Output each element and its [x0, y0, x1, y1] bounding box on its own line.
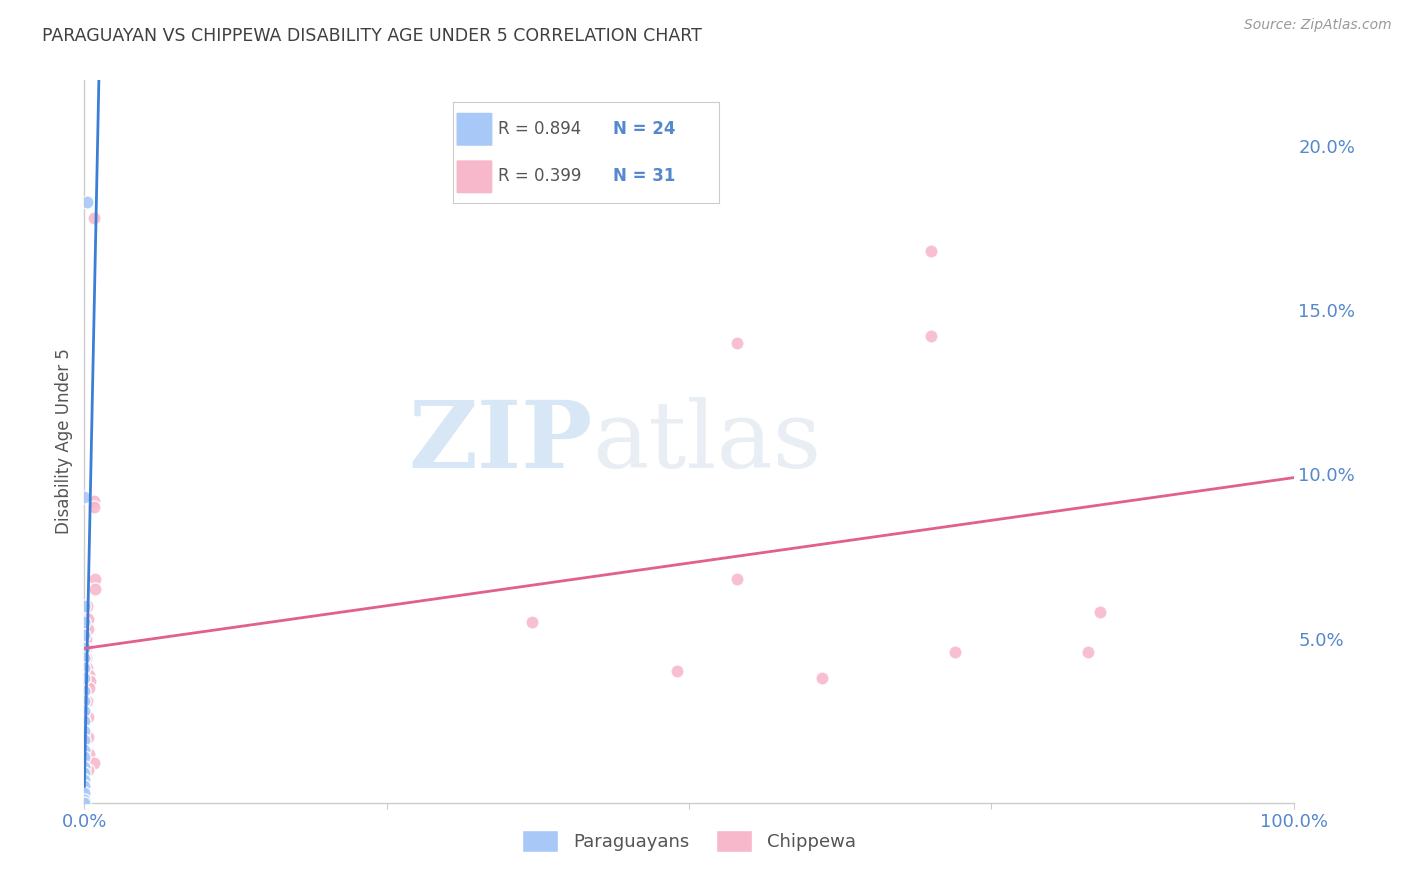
Point — [77, 730, 100, 744]
Point — [77, 667, 100, 681]
Point — [83, 756, 105, 771]
Point — [1077, 645, 1099, 659]
Point — [920, 244, 942, 258]
Point — [943, 645, 966, 659]
Legend: Paraguayans, Chippewa: Paraguayans, Chippewa — [515, 822, 863, 859]
Point — [76, 661, 98, 675]
Point — [73, 749, 96, 764]
Point — [73, 723, 96, 738]
Point — [84, 582, 107, 597]
Point — [83, 500, 105, 515]
Point — [73, 733, 96, 747]
Point — [75, 632, 97, 646]
Point — [75, 641, 97, 656]
Point — [77, 622, 100, 636]
Point — [73, 628, 96, 642]
Point — [76, 694, 98, 708]
Point — [73, 641, 96, 656]
Point — [83, 493, 105, 508]
Point — [75, 651, 97, 665]
Text: ZIP: ZIP — [408, 397, 592, 486]
Point — [83, 211, 105, 226]
Point — [76, 194, 98, 209]
Point — [79, 674, 101, 689]
Point — [73, 615, 96, 630]
Point — [84, 573, 107, 587]
Point — [1088, 605, 1111, 619]
Point — [77, 681, 100, 695]
Point — [73, 772, 96, 787]
Point — [73, 651, 96, 665]
Point — [73, 760, 96, 774]
Point — [811, 671, 834, 685]
Point — [77, 612, 100, 626]
Point — [725, 336, 748, 351]
Point — [73, 792, 96, 806]
Point — [77, 710, 100, 724]
Point — [77, 747, 100, 761]
Point — [665, 665, 688, 679]
Point — [77, 763, 100, 777]
Point — [73, 491, 96, 505]
Text: atlas: atlas — [592, 397, 821, 486]
Point — [73, 786, 96, 800]
Text: PARAGUAYAN VS CHIPPEWA DISABILITY AGE UNDER 5 CORRELATION CHART: PARAGUAYAN VS CHIPPEWA DISABILITY AGE UN… — [42, 27, 702, 45]
Point — [73, 704, 96, 718]
Point — [73, 796, 96, 810]
Point — [73, 766, 96, 780]
Point — [73, 714, 96, 728]
Point — [73, 684, 96, 698]
Point — [76, 599, 98, 613]
Point — [920, 329, 942, 343]
Point — [73, 671, 96, 685]
Point — [73, 599, 96, 613]
Point — [725, 573, 748, 587]
Point — [520, 615, 543, 630]
Y-axis label: Disability Age Under 5: Disability Age Under 5 — [55, 349, 73, 534]
Point — [73, 694, 96, 708]
Point — [73, 743, 96, 757]
Point — [73, 661, 96, 675]
Point — [73, 780, 96, 794]
Text: Source: ZipAtlas.com: Source: ZipAtlas.com — [1244, 18, 1392, 32]
